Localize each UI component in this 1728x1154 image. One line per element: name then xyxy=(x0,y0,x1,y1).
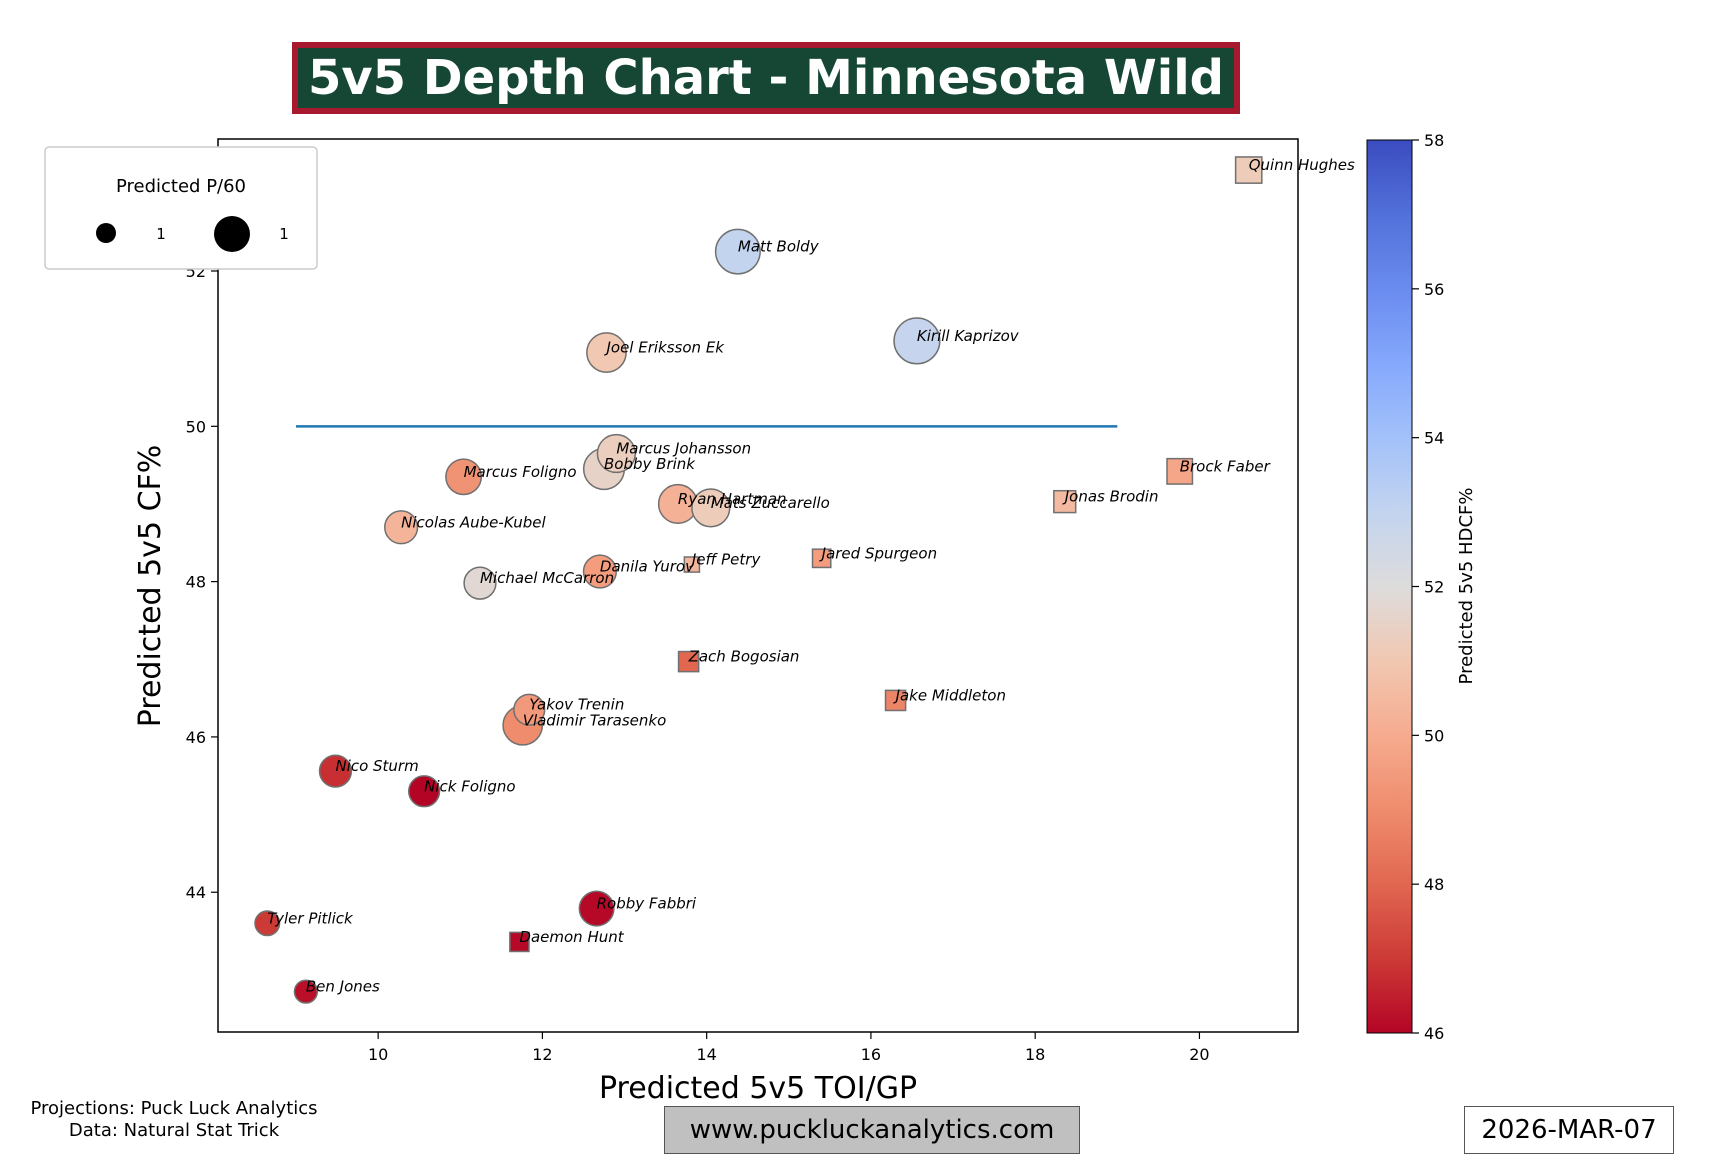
colorbar-tick-label: 50 xyxy=(1424,726,1444,745)
y-axis-label: Predicted 5v5 CF% xyxy=(133,445,168,728)
point-marker xyxy=(714,228,761,275)
point-marker xyxy=(596,433,636,474)
point-label: Quinn Hughes xyxy=(1249,156,1355,174)
date-badge: 2026-MAR-07 xyxy=(1464,1106,1674,1154)
point-label: Ben Jones xyxy=(306,978,380,996)
point-label: Danila Yurov xyxy=(600,558,695,576)
x-tick-label: 18 xyxy=(1025,1045,1045,1064)
point-label: Marcus Johansson xyxy=(616,439,751,457)
point-label: Kirill Kaprizov xyxy=(917,327,1020,345)
website-link[interactable]: www.puckluckanalytics.com xyxy=(664,1106,1080,1154)
colorbar-tick-label: 48 xyxy=(1424,875,1444,894)
point-label: Marcus Foligno xyxy=(464,463,577,481)
point-label: Jake Middleton xyxy=(893,686,1006,704)
x-axis-label: Predicted 5v5 TOI/GP xyxy=(599,1071,917,1106)
colorbar-label: Predicted 5v5 HDCF% xyxy=(1456,488,1477,685)
point-marker xyxy=(582,554,618,589)
size-legend-marker-small xyxy=(96,223,116,243)
point-marker xyxy=(513,693,546,726)
point-label: Daemon Hunt xyxy=(519,928,624,946)
point-label: Tyler Pitlick xyxy=(267,909,354,927)
colorbar-tick-label: 56 xyxy=(1424,280,1444,299)
point-marker xyxy=(1166,457,1194,485)
y-tick-label: 46 xyxy=(186,728,206,747)
point-label: Jonas Brodin xyxy=(1062,488,1159,506)
point-marker xyxy=(586,332,627,373)
point-label: Jeff Petry xyxy=(689,551,762,569)
x-axis: 10 12 14 16 18 20 xyxy=(368,1032,1210,1064)
point-marker xyxy=(509,931,530,953)
point-label: Robby Fabbri xyxy=(597,895,697,913)
point-marker xyxy=(683,556,701,573)
points-layer xyxy=(254,156,1263,1004)
footer-projections: Projections: Puck Luck Analytics xyxy=(30,1098,318,1119)
size-legend-label-large: 1 xyxy=(279,225,289,243)
x-tick-label: 12 xyxy=(532,1045,552,1064)
colorbar-tick-label: 54 xyxy=(1424,429,1444,448)
colorbar: 46 48 50 52 54 56 58 Predicted 5v5 HDCF% xyxy=(1366,131,1477,1043)
point-marker xyxy=(578,890,615,927)
y-tick-label: 44 xyxy=(186,883,206,902)
point-label: Nicolas Aube-Kubel xyxy=(401,513,546,531)
labels-layer: Quinn Hughes Matt Boldy Kirill Kaprizov Joe… xyxy=(267,156,1355,996)
point-marker xyxy=(691,488,731,528)
colorbar-ticks: 46 48 50 52 54 56 58 xyxy=(1412,131,1444,1043)
x-tick-label: 20 xyxy=(1189,1045,1209,1064)
chart-title: 5v5 Depth Chart - Minnesota Wild xyxy=(307,50,1225,106)
point-marker xyxy=(384,510,419,545)
footer-data-source: Data: Natural Stat Trick xyxy=(68,1120,280,1141)
size-legend-marker-large xyxy=(214,216,250,252)
y-tick-label: 48 xyxy=(186,573,206,592)
colorbar-tick-label: 52 xyxy=(1424,578,1444,597)
size-legend-title: Predicted P/60 xyxy=(116,176,246,197)
point-label: Joel Eriksson Ek xyxy=(603,339,725,357)
size-legend-label-small: 1 xyxy=(156,225,166,243)
colorbar-tick-label: 58 xyxy=(1424,131,1444,150)
point-label: Vladimir Tarasenko xyxy=(523,711,667,729)
point-label: Bobby Brink xyxy=(604,455,696,473)
size-legend-frame xyxy=(44,146,318,270)
point-marker xyxy=(254,910,281,937)
point-marker xyxy=(893,317,941,365)
point-label: Mats Zuccarello xyxy=(711,494,830,512)
x-tick-label: 16 xyxy=(861,1045,881,1064)
point-label: Zach Bogosian xyxy=(688,648,800,666)
point-marker xyxy=(811,548,832,569)
point-marker xyxy=(445,458,483,496)
point-marker xyxy=(1234,156,1263,184)
point-label: Nick Foligno xyxy=(424,777,515,795)
point-label: Matt Boldy xyxy=(738,238,820,256)
point-marker xyxy=(1053,489,1077,514)
chart-title-banner: 5v5 Depth Chart - Minnesota Wild xyxy=(292,42,1240,114)
plot-area xyxy=(217,138,1299,1033)
y-tick-label: 50 xyxy=(186,417,206,436)
point-label: Michael McCarron xyxy=(480,569,614,587)
x-tick-label: 14 xyxy=(696,1045,716,1064)
point-marker xyxy=(884,689,907,712)
point-marker xyxy=(463,566,497,600)
size-legend: Predicted P/60 1 1 xyxy=(44,146,318,270)
point-label: Ryan Hartman xyxy=(678,490,787,508)
point-label: Nico Sturm xyxy=(335,757,418,775)
point-label: Brock Faber xyxy=(1180,457,1271,475)
colorbar-tick-label: 46 xyxy=(1424,1024,1444,1043)
x-tick-label: 10 xyxy=(368,1045,388,1064)
footer-credits: Projections: Puck Luck Analytics Data: N… xyxy=(0,1098,348,1142)
point-label: Jared Spurgeon xyxy=(819,544,937,562)
point-marker xyxy=(408,775,441,808)
point-marker xyxy=(293,979,319,1004)
point-label: Yakov Trenin xyxy=(529,696,624,714)
point-marker xyxy=(677,650,700,673)
colorbar-gradient xyxy=(1366,139,1413,1034)
point-marker xyxy=(318,754,353,788)
